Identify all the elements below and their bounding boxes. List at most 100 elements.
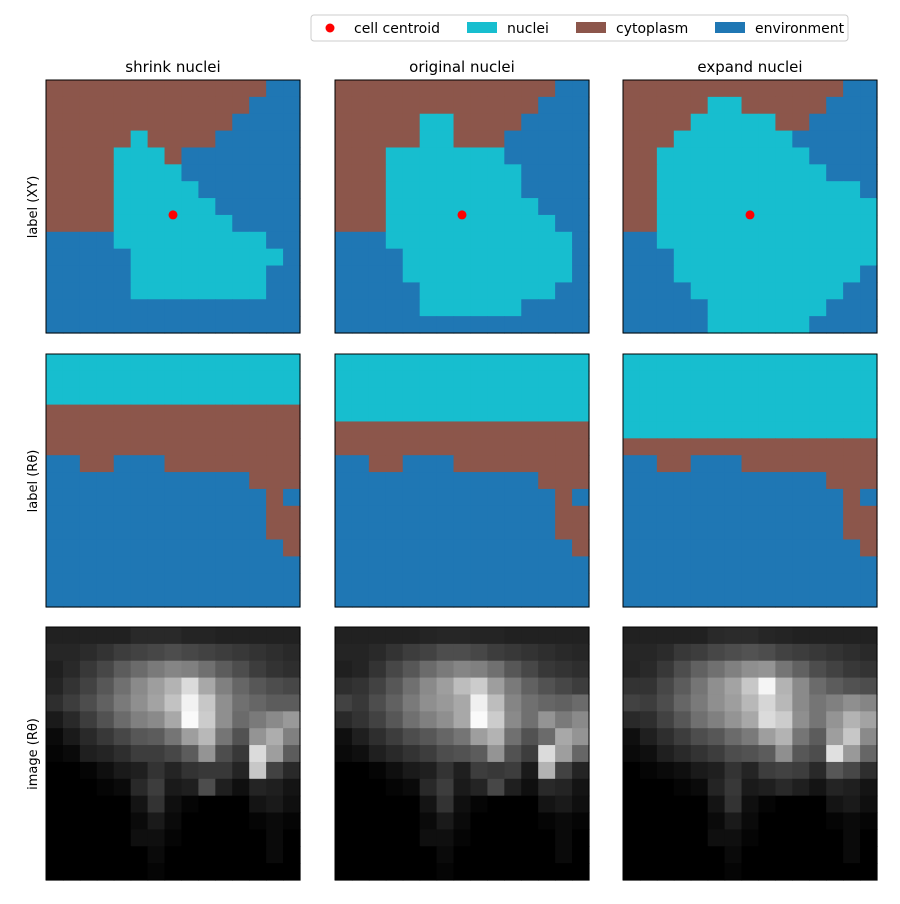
heatmap-cell: [792, 113, 810, 132]
heatmap-cell: [707, 231, 726, 250]
heatmap-cell: [62, 472, 81, 490]
heatmap-cell: [335, 80, 353, 98]
heatmap-cell: [639, 147, 658, 165]
heatmap-cell: [232, 795, 250, 814]
heatmap-cell: [198, 387, 216, 406]
heatmap-cell: [860, 282, 878, 300]
heatmap-cell: [809, 455, 827, 473]
heatmap-cell: [792, 404, 810, 423]
heatmap-cell: [113, 795, 132, 814]
heatmap-cell: [860, 214, 878, 233]
heatmap-cell: [232, 745, 250, 763]
heatmap-cell: [826, 643, 844, 662]
column-title-shrink: shrink nuclei: [125, 58, 220, 76]
heatmap-cell: [368, 863, 387, 881]
heatmap-cell: [572, 590, 590, 608]
heatmap-cell: [113, 354, 132, 372]
heatmap-cell: [96, 694, 115, 712]
heatmap-cell: [521, 354, 539, 372]
heatmap-cell: [385, 231, 404, 250]
heatmap-cell: [402, 181, 421, 199]
heatmap-cell: [538, 354, 556, 372]
heatmap-cell: [436, 795, 455, 814]
heatmap-cell: [249, 846, 267, 864]
heatmap-cell: [724, 316, 743, 334]
heatmap-cell: [283, 96, 301, 115]
heatmap-cell: [470, 728, 488, 746]
heatmap-cell: [690, 660, 709, 679]
heatmap-cell: [130, 164, 149, 182]
heatmap-cell: [826, 728, 844, 746]
heatmap-cell: [724, 505, 743, 524]
heatmap-cell: [385, 265, 404, 283]
heatmap-cell: [453, 711, 472, 729]
heatmap-cell: [147, 231, 166, 250]
heatmap-cell: [758, 505, 776, 524]
heatmap-cell: [402, 282, 421, 300]
heatmap-cell: [232, 164, 250, 182]
heatmap-cell: [113, 522, 132, 541]
heatmap-cell: [521, 130, 539, 149]
heatmap-cell: [419, 677, 438, 696]
heatmap-cell: [707, 387, 726, 406]
heatmap-cell: [198, 181, 216, 199]
heatmap-cell: [775, 812, 793, 830]
heatmap-cell: [673, 488, 692, 507]
heatmap-cell: [724, 660, 743, 679]
heatmap-cell: [335, 421, 353, 439]
heatmap-cell: [96, 846, 115, 864]
heatmap-cell: [215, 488, 233, 507]
heatmap-cell: [96, 265, 115, 283]
heatmap-cell: [113, 812, 132, 830]
heatmap-cell: [249, 316, 267, 334]
heatmap-cell: [198, 370, 216, 389]
heatmap-cell: [707, 761, 726, 780]
heatmap-cell: [656, 590, 675, 608]
heatmap-cell: [215, 573, 233, 591]
heatmap-cell: [79, 505, 98, 524]
heatmap-cell: [487, 316, 505, 334]
heatmap-cell: [775, 745, 793, 763]
heatmap-cell: [335, 573, 353, 591]
heatmap-cell: [351, 711, 370, 729]
heatmap-cell: [164, 711, 183, 729]
heatmap-cell: [79, 316, 98, 334]
heatmap-cell: [164, 198, 183, 216]
heatmap-cell: [453, 130, 472, 149]
heatmap-cell: [826, 80, 844, 98]
heatmap-cell: [215, 248, 233, 267]
heatmap-cell: [843, 316, 861, 334]
heatmap-cell: [843, 438, 861, 456]
heatmap-cell: [147, 198, 166, 216]
heatmap-cell: [46, 829, 64, 847]
heatmap-cell: [232, 147, 250, 165]
heatmap-cell: [860, 438, 878, 456]
heatmap-cell: [419, 387, 438, 406]
heatmap-cell: [46, 231, 64, 250]
heatmap-cell: [96, 539, 115, 557]
heatmap-cell: [402, 488, 421, 507]
heatmap-cell: [232, 113, 250, 132]
heatmap-cell: [335, 282, 353, 300]
heatmap-cell: [521, 677, 539, 696]
heatmap-cell: [46, 556, 64, 574]
heatmap-cell: [656, 214, 675, 233]
heatmap-cell: [707, 421, 726, 439]
heatmap-cell: [656, 846, 675, 864]
heatmap-cell: [385, 164, 404, 182]
heatmap-cell: [673, 694, 692, 712]
heatmap-cell: [215, 812, 233, 830]
heatmap-cell: [62, 455, 81, 473]
heatmap-cell: [843, 745, 861, 763]
heatmap-cell: [521, 421, 539, 439]
heatmap-cell: [504, 643, 522, 662]
heatmap-cell: [351, 829, 370, 847]
heatmap-cell: [215, 728, 233, 746]
heatmap-cell: [249, 505, 267, 524]
heatmap-cell: [436, 643, 455, 662]
heatmap-cell: [232, 299, 250, 317]
heatmap-cell: [351, 248, 370, 267]
heatmap-cell: [656, 421, 675, 439]
heatmap-cell: [385, 198, 404, 216]
heatmap-cell: [368, 660, 387, 679]
